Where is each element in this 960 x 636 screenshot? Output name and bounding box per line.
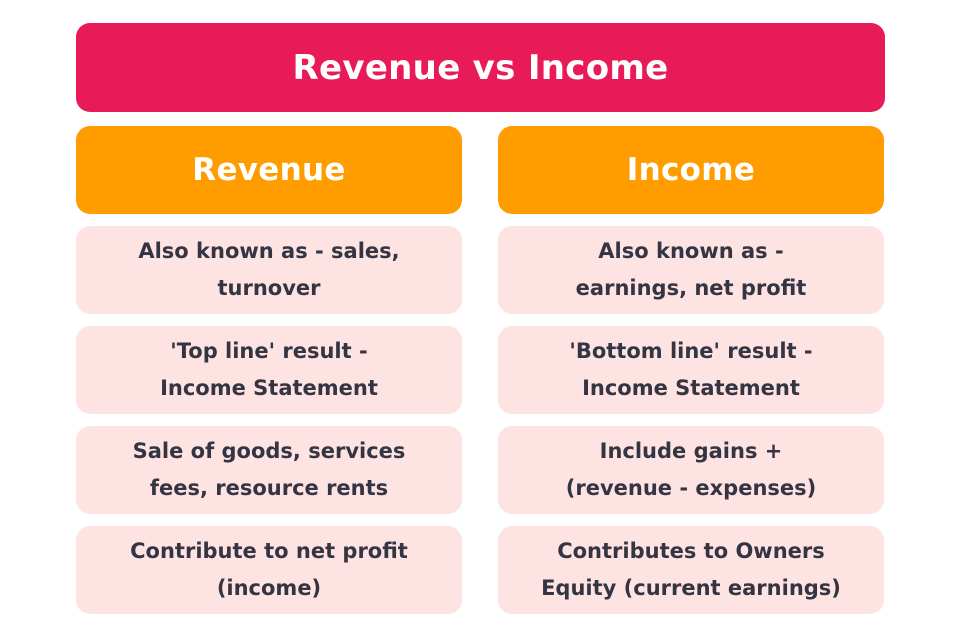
income-cell-gains: Include gains + (revenue - expenses) (498, 426, 884, 514)
cell-line: (income) (216, 576, 322, 600)
cell-line: Contributes to Owners (557, 539, 825, 563)
cell-line: Also known as - (598, 239, 784, 263)
income-cell-bottom-line: 'Bottom line' result - Income Statement (498, 326, 884, 414)
income-column: Income Also known as - earnings, net pro… (498, 126, 884, 614)
cell-line: Include gains + (599, 439, 783, 463)
income-cell-contribution: Contributes to Owners Equity (current ea… (498, 526, 884, 614)
revenue-cell-aka: Also known as - sales, turnover (76, 226, 462, 314)
cell-line: fees, resource rents (149, 476, 389, 500)
revenue-cell-contribution: Contribute to net profit (income) (76, 526, 462, 614)
cell-line: earnings, net profit (575, 276, 807, 300)
cell-line: Income Statement (582, 376, 800, 400)
cell-line: turnover (217, 276, 321, 300)
cell-line: (revenue - expenses) (565, 476, 817, 500)
page-title: Revenue vs Income (76, 23, 885, 112)
revenue-cell-top-line: 'Top line' result - Income Statement (76, 326, 462, 414)
cell-line: Equity (current earnings) (541, 576, 841, 600)
cell-line: Sale of goods, services (132, 439, 406, 463)
income-cell-aka: Also known as - earnings, net profit (498, 226, 884, 314)
cell-line: Also known as - sales, (138, 239, 400, 263)
revenue-column: Revenue Also known as - sales, turnover … (76, 126, 462, 614)
revenue-cell-sources: Sale of goods, services fees, resource r… (76, 426, 462, 514)
revenue-header: Revenue (76, 126, 462, 214)
cell-line: 'Bottom line' result - (569, 339, 813, 363)
income-header: Income (498, 126, 884, 214)
cell-line: Income Statement (160, 376, 378, 400)
cell-line: 'Top line' result - (170, 339, 368, 363)
cell-line: Contribute to net profit (130, 539, 408, 563)
